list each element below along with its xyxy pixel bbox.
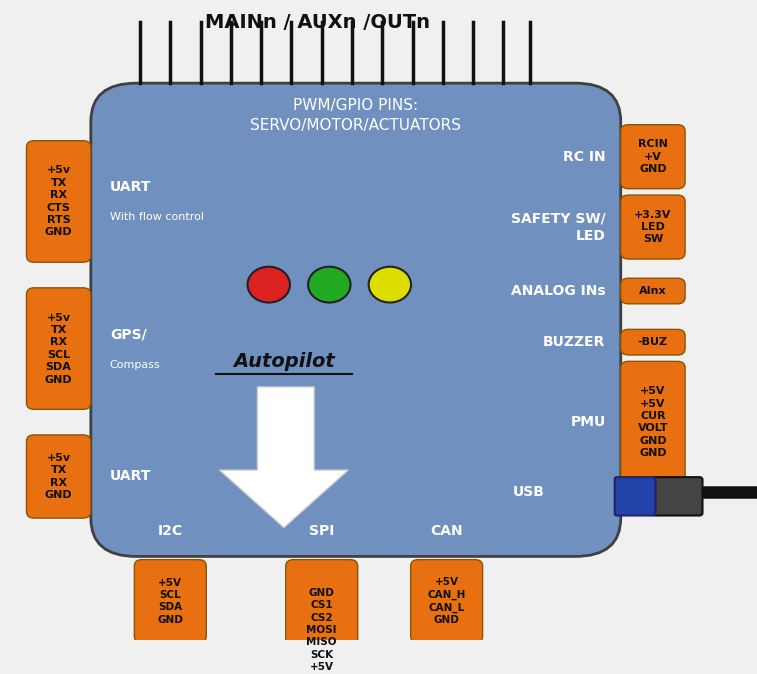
Text: +5v
TX
RX
CTS
RTS
GND: +5v TX RX CTS RTS GND bbox=[45, 166, 73, 237]
Text: +5v
TX
RX
SCL
SDA
GND: +5v TX RX SCL SDA GND bbox=[45, 313, 73, 385]
Text: RCIN
+V
GND: RCIN +V GND bbox=[638, 140, 668, 174]
Text: PWM/GPIO PINS:
SERVO/MOTOR/ACTUATORS: PWM/GPIO PINS: SERVO/MOTOR/ACTUATORS bbox=[251, 98, 461, 133]
FancyBboxPatch shape bbox=[26, 288, 91, 409]
FancyBboxPatch shape bbox=[410, 559, 483, 643]
Text: ANALOG INs: ANALOG INs bbox=[511, 284, 606, 298]
Text: UART: UART bbox=[110, 181, 151, 194]
Text: GND
CS1
CS2
MOSI
MISO
SCK
+5V: GND CS1 CS2 MOSI MISO SCK +5V bbox=[307, 588, 337, 672]
FancyBboxPatch shape bbox=[621, 195, 685, 259]
Text: RC IN: RC IN bbox=[563, 150, 606, 164]
FancyBboxPatch shape bbox=[26, 435, 91, 518]
FancyBboxPatch shape bbox=[621, 330, 685, 355]
FancyBboxPatch shape bbox=[621, 125, 685, 189]
Polygon shape bbox=[220, 387, 348, 528]
FancyBboxPatch shape bbox=[134, 559, 206, 643]
FancyBboxPatch shape bbox=[26, 141, 91, 262]
FancyBboxPatch shape bbox=[653, 477, 702, 516]
Text: SAFETY SW/
LED: SAFETY SW/ LED bbox=[511, 212, 606, 243]
Text: +5V
SCL
SDA
GND: +5V SCL SDA GND bbox=[157, 578, 183, 625]
Text: I2C: I2C bbox=[157, 524, 183, 538]
Text: With flow control: With flow control bbox=[110, 212, 204, 222]
Circle shape bbox=[248, 267, 290, 303]
Text: Autopilot: Autopilot bbox=[233, 352, 335, 371]
Text: Compass: Compass bbox=[110, 359, 160, 369]
Circle shape bbox=[308, 267, 350, 303]
Text: -BUZ: -BUZ bbox=[638, 337, 668, 347]
Text: +5v
TX
RX
GND: +5v TX RX GND bbox=[45, 453, 73, 500]
Text: UART: UART bbox=[110, 470, 151, 483]
Text: CAN: CAN bbox=[430, 524, 463, 538]
Text: GPS/: GPS/ bbox=[110, 328, 147, 342]
Text: +5V
+5V
CUR
VOLT
GND
GND: +5V +5V CUR VOLT GND GND bbox=[637, 386, 668, 458]
Text: USB: USB bbox=[513, 485, 545, 499]
Text: +3.3V
LED
SW: +3.3V LED SW bbox=[634, 210, 671, 245]
Text: BUZZER: BUZZER bbox=[544, 335, 606, 349]
Text: +5V
CAN_H
CAN_L
GND: +5V CAN_H CAN_L GND bbox=[428, 578, 466, 625]
Text: PMU: PMU bbox=[570, 415, 606, 429]
FancyBboxPatch shape bbox=[615, 477, 656, 516]
FancyBboxPatch shape bbox=[621, 361, 685, 483]
Text: MAINn / AUXn /OUTn: MAINn / AUXn /OUTn bbox=[205, 13, 431, 32]
Circle shape bbox=[369, 267, 411, 303]
Text: SPI: SPI bbox=[309, 524, 335, 538]
FancyBboxPatch shape bbox=[621, 278, 685, 304]
Text: AInx: AInx bbox=[639, 286, 667, 296]
FancyBboxPatch shape bbox=[91, 83, 621, 557]
FancyBboxPatch shape bbox=[286, 559, 357, 674]
